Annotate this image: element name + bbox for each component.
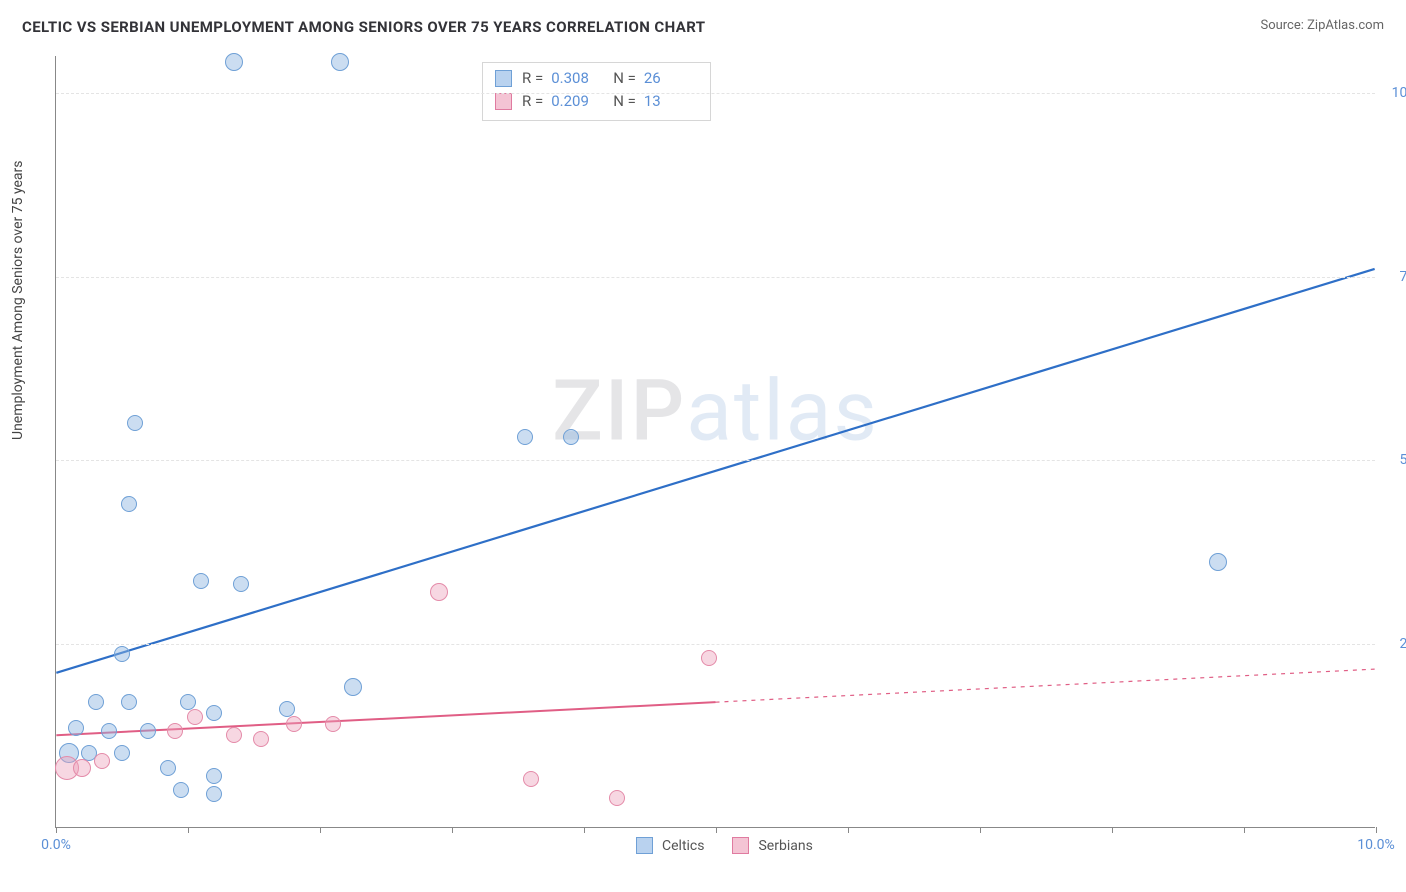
y-tick-label: 100.0% xyxy=(1392,85,1406,101)
celtics-point xyxy=(101,723,117,739)
celtics-point xyxy=(127,415,143,431)
celtics-point xyxy=(68,720,84,736)
celtics-n-value: 26 xyxy=(644,67,698,90)
legend-item-celtics: Celtics xyxy=(636,837,704,854)
n-label: N = xyxy=(613,67,636,90)
legend-label: Serbians xyxy=(758,838,812,854)
serbians-point xyxy=(187,709,203,725)
celtics-point xyxy=(344,678,362,696)
x-tick xyxy=(848,827,849,833)
celtics-point xyxy=(173,782,189,798)
x-tick xyxy=(1376,827,1377,833)
stats-legend-box: R = 0.308 N = 26 R = 0.209 N = 13 xyxy=(482,62,711,121)
legend-item-serbians: Serbians xyxy=(732,837,812,854)
x-tick-label: 10.0% xyxy=(1357,837,1395,853)
celtics-swatch-icon xyxy=(636,837,653,854)
stats-row-celtics: R = 0.308 N = 26 xyxy=(495,67,698,90)
celtics-point xyxy=(517,429,533,445)
x-tick xyxy=(320,827,321,833)
celtics-swatch-icon xyxy=(495,70,512,87)
celtics-point xyxy=(121,694,137,710)
serbians-point xyxy=(226,727,242,743)
celtics-point xyxy=(114,646,130,662)
celtics-point xyxy=(225,53,243,71)
celtics-point xyxy=(140,723,156,739)
x-tick xyxy=(56,827,57,833)
celtics-point xyxy=(88,694,104,710)
x-tick xyxy=(1244,827,1245,833)
x-tick xyxy=(452,827,453,833)
celtics-point xyxy=(160,760,176,776)
legend-label: Celtics xyxy=(662,838,704,854)
serbians-swatch-icon xyxy=(732,837,749,854)
gridline xyxy=(56,93,1375,94)
serbians-point xyxy=(523,771,539,787)
bottom-legend: Celtics Serbians xyxy=(636,837,813,854)
watermark: ZIPatlas xyxy=(552,361,879,460)
serbians-swatch-icon xyxy=(495,93,512,110)
y-tick-label: 25.0% xyxy=(1399,636,1406,652)
celtics-point xyxy=(180,694,196,710)
celtics-point xyxy=(193,573,209,589)
serbians-point xyxy=(167,723,183,739)
x-tick xyxy=(980,827,981,833)
serbians-point xyxy=(73,759,91,777)
gridline xyxy=(56,644,1375,645)
serbians-point xyxy=(94,753,110,769)
celtics-point xyxy=(206,768,222,784)
celtics-point xyxy=(206,786,222,802)
trend-lines-layer xyxy=(56,56,1375,827)
serbians-point xyxy=(325,716,341,732)
x-tick-label: 0.0% xyxy=(41,837,71,853)
celtics-point xyxy=(121,496,137,512)
source-label: Source: ZipAtlas.com xyxy=(1260,18,1384,33)
y-axis-label: Unemployment Among Seniors over 75 years xyxy=(10,161,26,441)
serbians-point xyxy=(609,790,625,806)
celtics-point xyxy=(114,745,130,761)
serbians-point xyxy=(286,716,302,732)
r-label: R = xyxy=(522,67,543,90)
x-tick xyxy=(188,827,189,833)
x-tick xyxy=(584,827,585,833)
serbians-point xyxy=(701,650,717,666)
celtics-r-value: 0.308 xyxy=(551,67,605,90)
celtics-point xyxy=(1209,553,1227,571)
celtics-point xyxy=(206,705,222,721)
chart-plot-area: ZIPatlas R = 0.308 N = 26 R = 0.209 N = … xyxy=(55,56,1375,828)
y-tick-label: 75.0% xyxy=(1399,269,1406,285)
gridline xyxy=(56,277,1375,278)
celtics-point xyxy=(233,576,249,592)
serbians-point xyxy=(253,731,269,747)
celtics-point xyxy=(331,53,349,71)
celtics-point xyxy=(279,701,295,717)
chart-title: CELTIC VS SERBIAN UNEMPLOYMENT AMONG SEN… xyxy=(22,18,705,36)
x-tick xyxy=(1112,827,1113,833)
gridline xyxy=(56,460,1375,461)
y-tick-label: 50.0% xyxy=(1399,452,1406,468)
celtics-point xyxy=(563,429,579,445)
serbians-point xyxy=(430,583,448,601)
x-tick xyxy=(716,827,717,833)
